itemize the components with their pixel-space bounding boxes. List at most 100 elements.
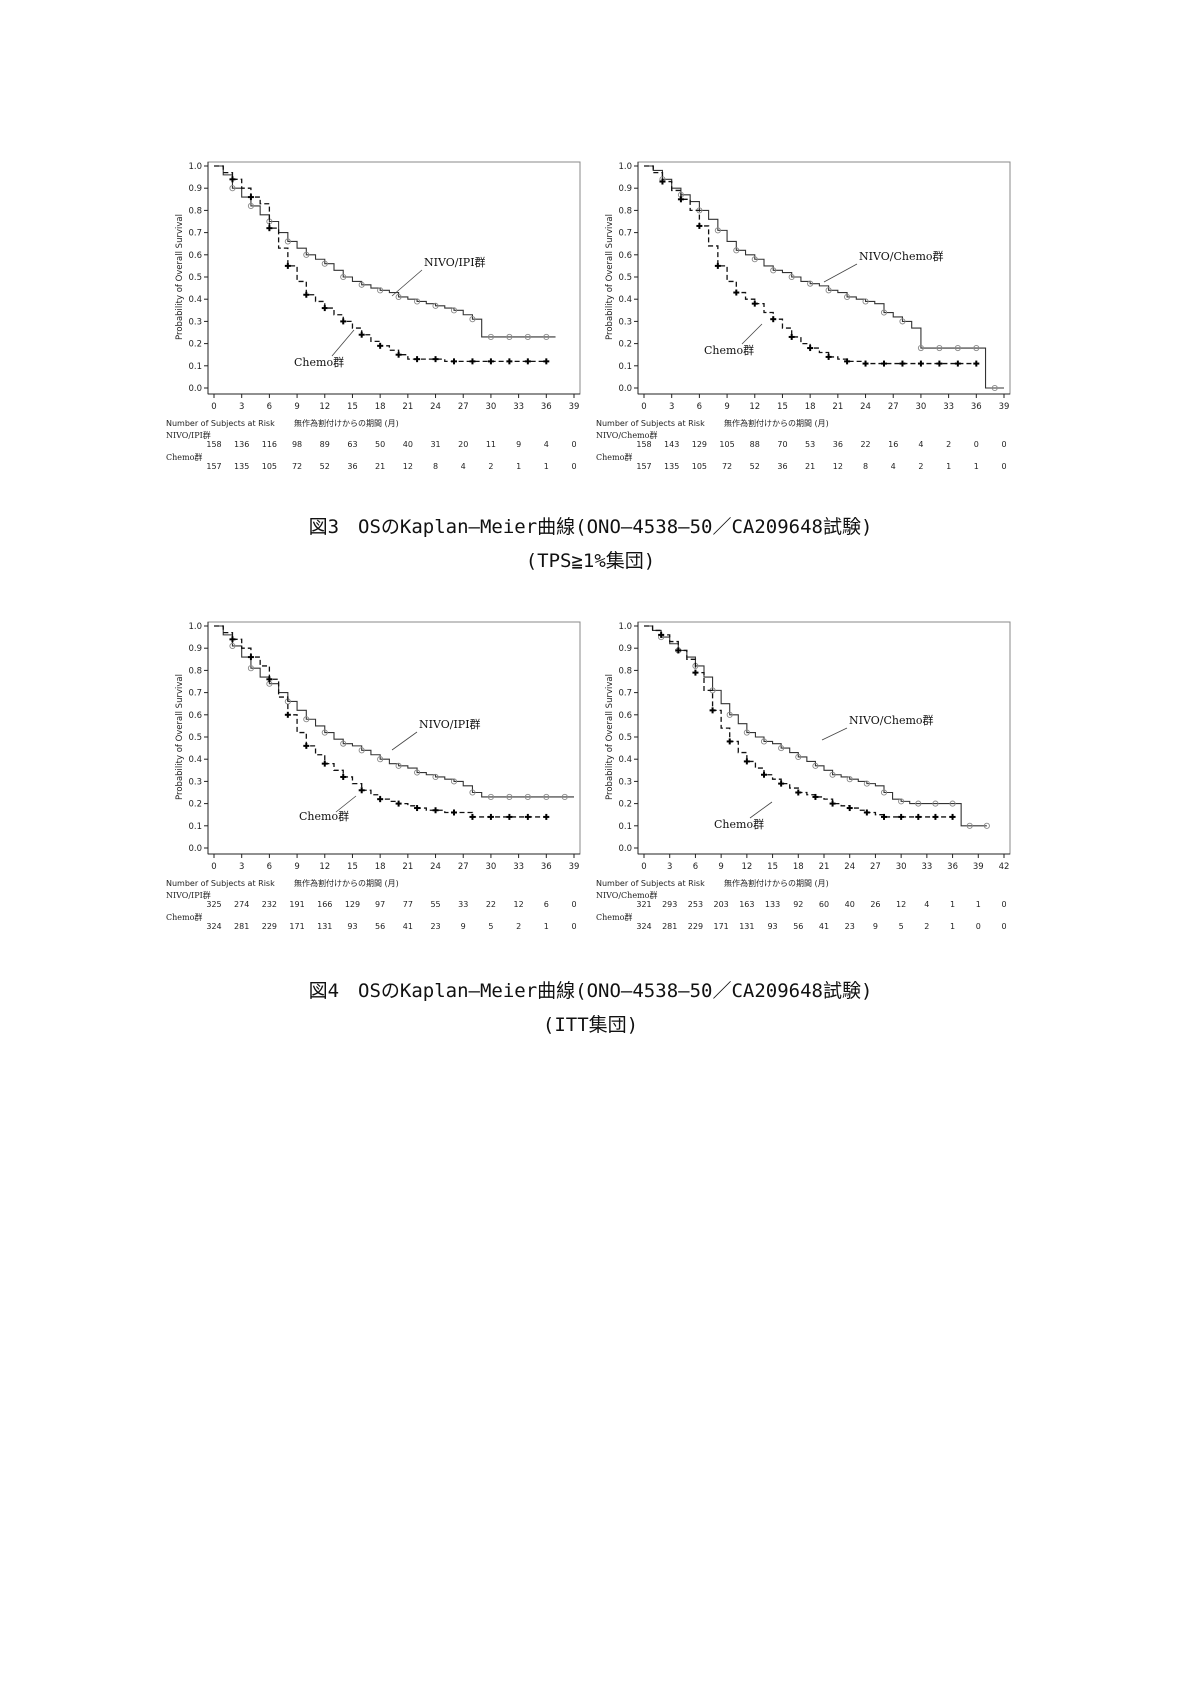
risk-count: 0 [1001,462,1006,471]
risk-count: 0 [1001,900,1006,909]
censor-mark-chemo [863,809,870,816]
censor-mark-nivo [778,745,785,752]
y-tick-label: 0.3 [618,777,632,787]
censor-mark-chemo [714,262,721,269]
censor-mark-nivo [450,307,458,314]
risk-count: 158 [636,440,651,449]
censor-mark-chemo [303,291,310,298]
y-tick-label: 0.0 [618,384,632,394]
censor-mark-nivo [863,780,870,787]
x-tick-label: 0 [211,402,216,412]
censor-mark-nivo [788,273,795,281]
risk-count: 166 [317,900,332,909]
censor-mark-nivo [899,318,906,325]
y-tick-label: 0.9 [188,644,202,654]
risk-count: 129 [692,440,707,449]
y-tick-label: 0.2 [188,800,202,810]
censor-mark-chemo [917,360,924,367]
y-tick-label: 1.0 [618,622,632,632]
censor-mark-chemo [543,358,550,365]
plot-frame [207,161,581,395]
censor-mark-chemo [395,351,402,358]
censor-mark-nivo [247,665,254,672]
censor-mark-chemo [770,316,777,323]
x-tick-label: 39 [569,862,580,872]
censor-mark-chemo [414,805,421,812]
risk-count: 253 [688,900,703,909]
annotation-chemo-leader [741,323,763,345]
censor-mark-nivo [714,227,721,234]
risk-count: 281 [662,922,677,931]
censor-mark-chemo [395,800,402,807]
y-tick-label: 0.8 [618,206,632,216]
risk-count: 41 [819,922,829,931]
censor-mark-nivo [726,711,733,718]
risk-count: 93 [767,922,777,931]
risk-count: 0 [1001,922,1006,931]
y-tick-label: 0.5 [188,733,202,743]
censor-mark-chemo [659,178,666,185]
x-tick-label: 30 [486,402,497,412]
censor-mark-chemo [229,176,236,183]
risk-count: 12 [833,462,843,471]
censor-mark-chemo [751,300,758,307]
figure-4-caption: 図4 OSのKaplan―Meier曲線(ONO―4538―50／CA20964… [0,974,1181,1042]
x-tick-label: 30 [896,862,907,872]
censor-mark-nivo [395,762,402,769]
figure-3-title: 図3 OSのKaplan―Meier曲線(ONO―4538―50／CA20964… [308,516,873,538]
censor-mark-nivo [469,789,476,796]
y-tick-label: 0.7 [618,229,632,239]
x-tick-label: 21 [832,402,843,412]
censor-mark-chemo [506,813,513,820]
y-tick-label: 0.9 [618,644,632,654]
risk-count: 53 [805,440,815,449]
censor-mark-chemo [487,813,494,820]
censor-mark-chemo [377,342,384,349]
censor-mark-chemo [340,318,347,325]
censor-mark-nivo [414,769,421,776]
risk-row-label: NIVO/Chemo群 [596,430,657,440]
risk-count: 6 [544,900,549,909]
risk-count: 41 [403,922,413,931]
risk-count: 36 [833,440,843,449]
censor-mark-nivo [733,247,740,254]
censor-mark-chemo [954,360,961,367]
km-chart-fig3-nivo-ipi: 0.0 0.1 0.2 0.3 0.4 0.5 0.6 0.7 0.8 0.9 1.0 0 3 6 9 12 1… [164,158,584,488]
km-chart-fig3-nivo-chemo: 0.0 0.1 0.2 0.3 0.4 0.5 0.6 0.7 0.8 0.9 1.0 0 3 6 9 12 1… [594,158,1014,488]
risk-count: 97 [375,900,385,909]
y-tick-label: 0.3 [188,777,202,787]
x-tick-label: 12 [749,402,760,412]
y-tick-label: 0.1 [188,362,202,372]
y-tick-label: 0.2 [618,340,632,350]
censor-mark-chemo [812,793,819,800]
x-tick-label: 9 [718,862,723,872]
risk-count: 22 [486,900,496,909]
risk-count: 36 [347,462,357,471]
x-axis-label: 無作為割付けからの期間 (月) [294,418,399,428]
risk-row-label: Chemo群 [166,912,202,922]
km-chart-svg: 0.00.10.20.30.40.50.60.70.80.91.00 3 6 9 12 1… [596,161,1011,471]
risk-count: 2 [924,922,929,931]
censor-mark-nivo [524,333,531,340]
risk-count: 60 [819,900,829,909]
annotation-chemo-leader [331,329,355,357]
censor-mark-chemo [658,631,665,638]
figure-4-title: 図4 OSのKaplan―Meier曲線(ONO―4538―50／CA20964… [308,980,873,1002]
risk-count: 293 [662,900,677,909]
censor-mark-nivo [983,822,990,829]
censor-mark-nivo [340,273,347,281]
risk-count: 105 [719,440,734,449]
plot-frame [637,161,1011,395]
risk-count: 92 [793,900,803,909]
x-tick-label: 3 [239,402,244,412]
y-tick-label: 0.3 [618,317,632,327]
chemo-survival-curve [214,165,547,363]
risk-count: 56 [793,922,803,931]
risk-count: 77 [403,900,413,909]
censor-mark-chemo [432,807,439,814]
censor-mark-chemo [696,222,703,229]
y-axis-label: Probability of Overall Survival [175,674,185,800]
risk-row-label: Chemo群 [596,912,632,922]
x-tick-label: 12 [319,862,330,872]
risk-table-title: Number of Subjects at Risk [166,879,275,888]
